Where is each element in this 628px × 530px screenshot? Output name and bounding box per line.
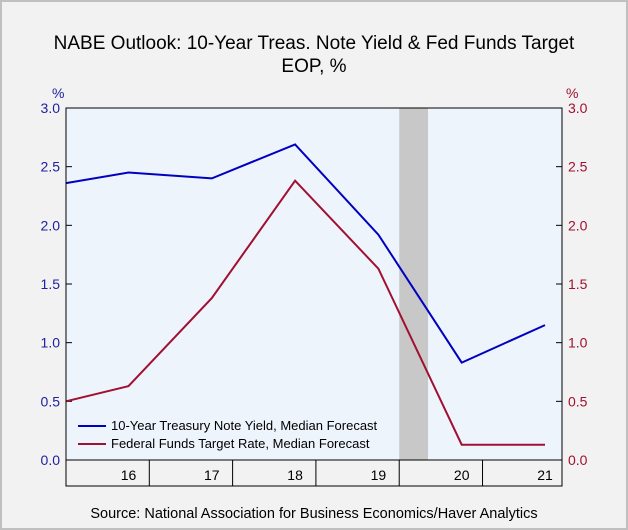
y-tick-label-right: 1.5 [568, 276, 588, 292]
series-lines [65, 143, 546, 446]
recession-shading [399, 108, 429, 460]
legend-label: 10-Year Treasury Note Yield, Median Fore… [111, 418, 378, 433]
y-tick-label-left: 0.0 [41, 452, 61, 468]
plot-area [66, 108, 562, 460]
y-tick-label-left: 1.0 [41, 335, 61, 351]
right-axis-unit: % [566, 85, 578, 101]
series-line-fedfunds [65, 179, 545, 446]
y-tick-label-right: 0.0 [568, 452, 588, 468]
x-tick-label: 17 [204, 467, 220, 483]
y-tick-label-right: 0.5 [568, 393, 588, 409]
axis-ticks: 0.0 0.0 0.5 0.5 1.0 1.0 1.5 1.5 2.0 2.0 2.5 2.5 3.0 3… [41, 100, 588, 487]
source-note: Source: National Association for Busines… [90, 506, 538, 522]
legend: 10-Year Treasury Note Yield, Median Fore… [78, 418, 378, 451]
plot-border [65, 107, 563, 461]
y-tick-label-left: 0.5 [41, 393, 61, 409]
title-line1: NABE Outlook: 10-Year Treas. Note Yield … [53, 33, 575, 54]
title-line2: EOP, % [281, 56, 347, 77]
y-tick-label-right: 2.0 [568, 217, 588, 233]
y-tick-label-right: 3.0 [568, 100, 588, 116]
y-tick-label-left: 1.5 [41, 276, 61, 292]
x-tick-label: 16 [121, 467, 137, 483]
x-axis-strip [65, 459, 563, 487]
x-tick-label: 19 [371, 467, 387, 483]
chart-title: NABE Outlook: 10-Year Treas. Note Yield … [0, 32, 628, 78]
x-tick-label: 18 [287, 467, 303, 483]
y-tick-label-right: 1.0 [568, 335, 588, 351]
y-tick-label-left: 3.0 [41, 100, 61, 116]
series-line-yield [65, 143, 546, 364]
x-tick-label: 21 [537, 467, 553, 483]
y-tick-label-left: 2.0 [41, 217, 61, 233]
y-tick-label-left: 2.5 [41, 159, 61, 175]
y-tick-label-right: 2.5 [568, 159, 588, 175]
x-tick-label: 20 [454, 467, 470, 483]
left-axis-unit: % [52, 85, 64, 101]
legend-label: Federal Funds Target Rate, Median Foreca… [111, 436, 370, 451]
